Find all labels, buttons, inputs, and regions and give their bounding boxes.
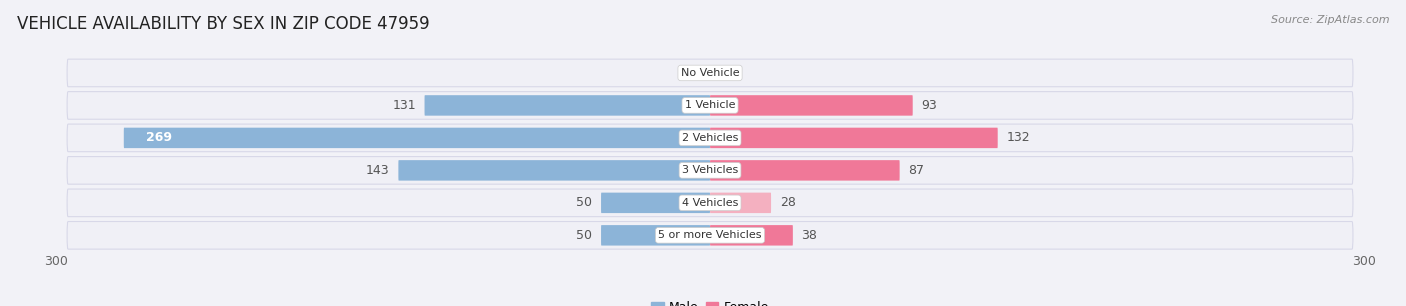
Text: 5 or more Vehicles: 5 or more Vehicles xyxy=(658,230,762,240)
FancyBboxPatch shape xyxy=(67,91,1353,119)
Text: 3 Vehicles: 3 Vehicles xyxy=(682,165,738,175)
FancyBboxPatch shape xyxy=(124,128,710,148)
FancyBboxPatch shape xyxy=(67,222,1353,249)
FancyBboxPatch shape xyxy=(710,225,793,245)
Text: 0: 0 xyxy=(685,66,693,80)
FancyBboxPatch shape xyxy=(398,160,710,181)
FancyBboxPatch shape xyxy=(710,160,900,181)
FancyBboxPatch shape xyxy=(67,124,1353,152)
Text: 28: 28 xyxy=(780,196,796,209)
Text: 87: 87 xyxy=(908,164,924,177)
Text: 50: 50 xyxy=(576,229,592,242)
FancyBboxPatch shape xyxy=(710,192,770,213)
Text: Source: ZipAtlas.com: Source: ZipAtlas.com xyxy=(1271,15,1389,25)
Text: 4 Vehicles: 4 Vehicles xyxy=(682,198,738,208)
Text: 93: 93 xyxy=(921,99,938,112)
Text: 1 Vehicle: 1 Vehicle xyxy=(685,100,735,110)
FancyBboxPatch shape xyxy=(67,59,1353,87)
FancyBboxPatch shape xyxy=(67,189,1353,217)
FancyBboxPatch shape xyxy=(600,192,710,213)
Text: 269: 269 xyxy=(146,131,172,144)
Text: 143: 143 xyxy=(366,164,389,177)
FancyBboxPatch shape xyxy=(425,95,710,116)
Text: No Vehicle: No Vehicle xyxy=(681,68,740,78)
FancyBboxPatch shape xyxy=(710,95,912,116)
FancyBboxPatch shape xyxy=(600,225,710,245)
Legend: Male, Female: Male, Female xyxy=(647,296,773,306)
Text: 131: 131 xyxy=(392,99,416,112)
Text: 2 Vehicles: 2 Vehicles xyxy=(682,133,738,143)
Text: 38: 38 xyxy=(801,229,817,242)
Text: 0: 0 xyxy=(727,66,735,80)
Text: 50: 50 xyxy=(576,196,592,209)
Text: VEHICLE AVAILABILITY BY SEX IN ZIP CODE 47959: VEHICLE AVAILABILITY BY SEX IN ZIP CODE … xyxy=(17,15,429,33)
FancyBboxPatch shape xyxy=(710,128,998,148)
FancyBboxPatch shape xyxy=(67,157,1353,184)
Text: 132: 132 xyxy=(1007,131,1031,144)
